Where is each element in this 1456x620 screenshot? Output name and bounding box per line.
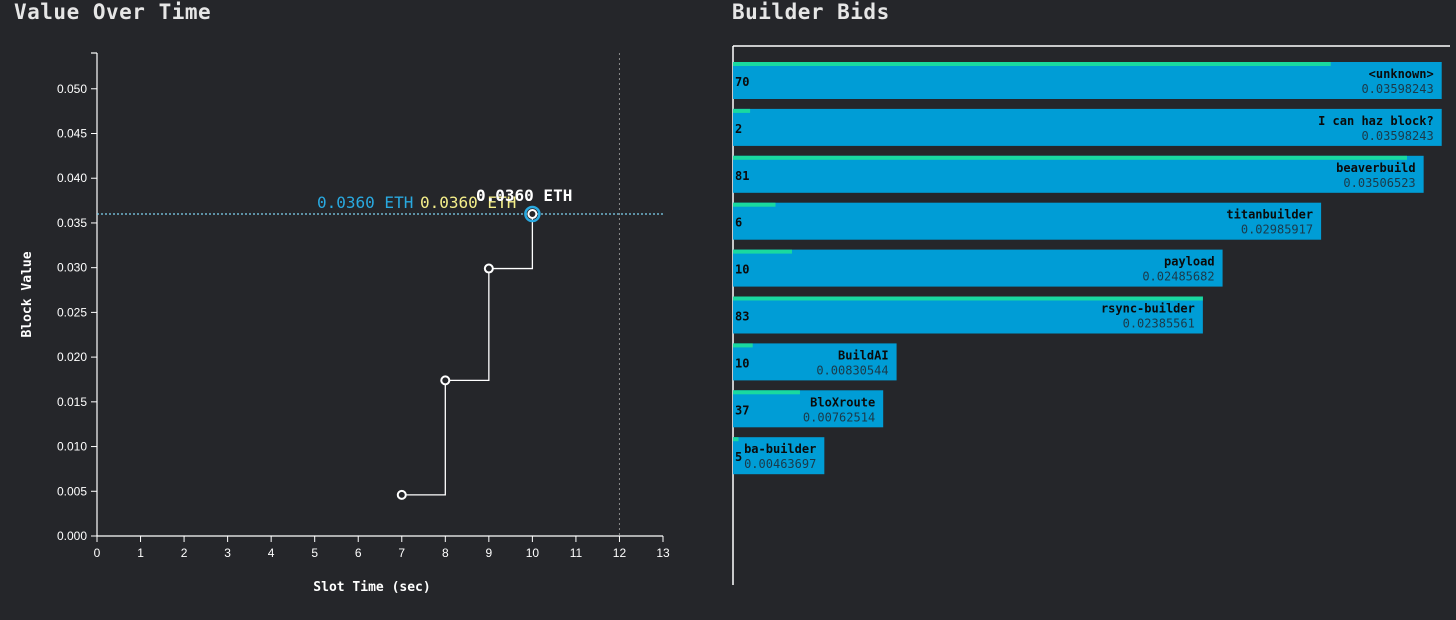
x-tick-label: 0 [94,546,101,560]
y-tick-label: 0.035 [57,216,87,230]
x-tick-label: 12 [613,546,627,560]
bar-count-strip [733,62,1331,66]
bar-count-strip [733,249,792,254]
bar-count-label: 10 [735,356,749,370]
bar-count-strip [733,437,739,442]
x-tick-label: 2 [181,546,188,560]
bar-label: I can haz block? [1318,114,1434,128]
bar-count-strip [733,202,776,207]
bar [733,437,825,475]
y-tick-label: 0.040 [57,171,87,185]
data-point [396,489,407,500]
x-tick-label: 11 [570,546,583,560]
y-tick-label: 0.050 [57,82,87,96]
bar [733,390,884,428]
bar [733,108,1442,146]
x-tick-label: 4 [268,546,275,560]
bar-label: beaverbuild [1336,161,1415,175]
bar-count-label: 81 [735,169,749,183]
x-tick-label: 6 [355,546,362,560]
bar-value-label: 0.03598243 [1361,82,1433,96]
bar-value-label: 0.02985917 [1241,223,1313,237]
y-tick-label: 0.015 [57,395,87,409]
bar-value-label: 0.02485682 [1142,270,1214,284]
data-point [527,209,538,219]
bar-value-label: 0.03598243 [1361,129,1433,143]
data-point [440,375,451,386]
bar-value-label: 0.00463697 [744,457,816,471]
bar-label: rsync-builder [1101,302,1195,316]
annotation-yellow: 0.0360 ETH [420,193,516,212]
bar-label: <unknown> [1369,67,1434,81]
x-axis-label: Slot Time (sec) [313,580,430,595]
y-tick-label: 0.005 [57,484,87,498]
annotation-white: 0.0360 ETH [476,186,572,205]
bar-value-label: 0.00830544 [816,363,888,377]
y-tick-label: 0.010 [57,440,87,454]
chart-title-value-over-time: Value Over Time [14,0,212,24]
bar-value-label: 0.03506523 [1343,176,1415,190]
bar-count-label: 6 [735,216,742,230]
bar-count-label: 83 [735,310,749,324]
bar-label: BloXroute [810,395,875,409]
bar-row: I can haz block?0.03598243 2 [733,108,1442,146]
y-tick-label: 0.030 [57,261,87,275]
value-over-time-chart: 0.000 0.005 0.010 0.015 0.020 0.025 0.030 0.035… [20,52,670,595]
bar-count-strip [733,296,1203,301]
annotation-blue: 0.0360 ETH [317,193,413,212]
x-tick-label: 3 [224,546,231,560]
bar [733,202,1322,240]
data-point [483,263,494,274]
bar [733,343,897,381]
bar-count-strip [733,108,751,113]
x-tick-label: 9 [486,546,493,560]
x-tick-label: 7 [398,546,405,560]
bar [733,296,1203,334]
y-tick-label: 0.020 [57,350,87,364]
bar [733,249,1223,287]
bar-label: BuildAI [838,348,889,362]
bar-count-label: 2 [735,122,742,136]
bar-count-strip [733,390,800,395]
x-tick-label: 13 [656,546,670,560]
bar-count-label: 37 [735,403,749,417]
bar-row: <unknown>0.03598243 70 [733,62,1442,99]
bar-value-label: 0.00762514 [803,410,875,424]
bar-count-label: 70 [735,75,749,89]
bar-label: payload [1164,255,1215,269]
y-tick-label: 0.045 [57,127,87,141]
bar-count-strip [733,155,1408,160]
bar-count-label: 5 [735,450,742,464]
x-tick-label: 10 [526,546,540,560]
y-axis-label: Block Value [20,251,35,337]
bar-label: titanbuilder [1226,208,1313,222]
chart-title-builder-bids: Builder Bids [732,0,890,24]
x-tick-label: 1 [137,546,144,560]
x-tick-label: 5 [311,546,318,560]
x-tick-label: 8 [442,546,449,560]
bar-value-label: 0.02385561 [1123,317,1195,331]
bar-label: ba-builder [744,442,816,456]
bar-count-label: 10 [735,263,749,277]
data-point-highlight-ring [524,205,541,223]
series-step-line [401,214,534,496]
bar [733,155,1424,193]
bar [733,62,1442,99]
y-tick-label: 0.000 [57,529,87,543]
y-tick-label: 0.025 [57,305,87,319]
bar-count-strip [733,343,753,348]
